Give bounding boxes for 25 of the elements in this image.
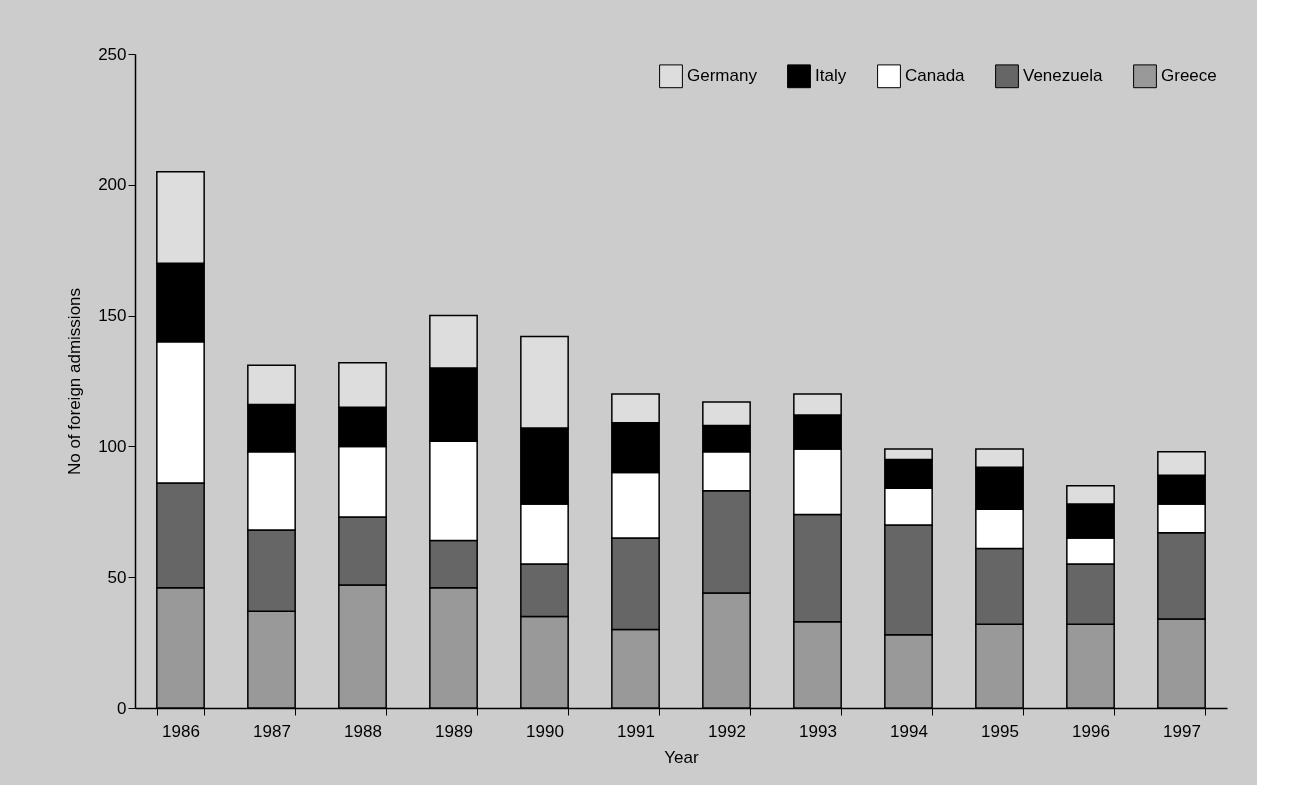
x-tick-label: 1986 [162, 721, 200, 741]
x-tick-label: 1988 [344, 721, 382, 741]
legend-label: Germany [687, 66, 758, 86]
y-tick-label: 200 [98, 175, 127, 195]
legend-label: Venezuela [1023, 66, 1103, 86]
x-tick-label: 1987 [253, 721, 291, 741]
y-axis-title: No of foreign admissions [65, 287, 85, 476]
x-tick-label: 1991 [617, 721, 655, 741]
x-tick-label: 1994 [890, 721, 928, 741]
x-tick-label: 1989 [435, 721, 473, 741]
x-tick-label: 1993 [799, 721, 837, 741]
x-axis-title: Year [664, 747, 700, 767]
x-tick-label: 1990 [526, 721, 564, 741]
y-tick-label: 100 [98, 436, 127, 456]
x-tick-label: 1995 [981, 721, 1019, 741]
y-tick-label: 0 [117, 698, 127, 718]
x-tick-label: 1996 [1072, 721, 1110, 741]
x-tick-label: 1997 [1163, 721, 1201, 741]
legend-label: Canada [905, 66, 966, 86]
y-tick-label: 50 [107, 567, 127, 587]
x-tick-label: 1992 [708, 721, 746, 741]
legend-label: Greece [1161, 66, 1217, 86]
y-tick-label: 250 [98, 44, 127, 64]
legend-label: Italy [815, 66, 847, 86]
y-tick-label: 150 [98, 306, 127, 326]
